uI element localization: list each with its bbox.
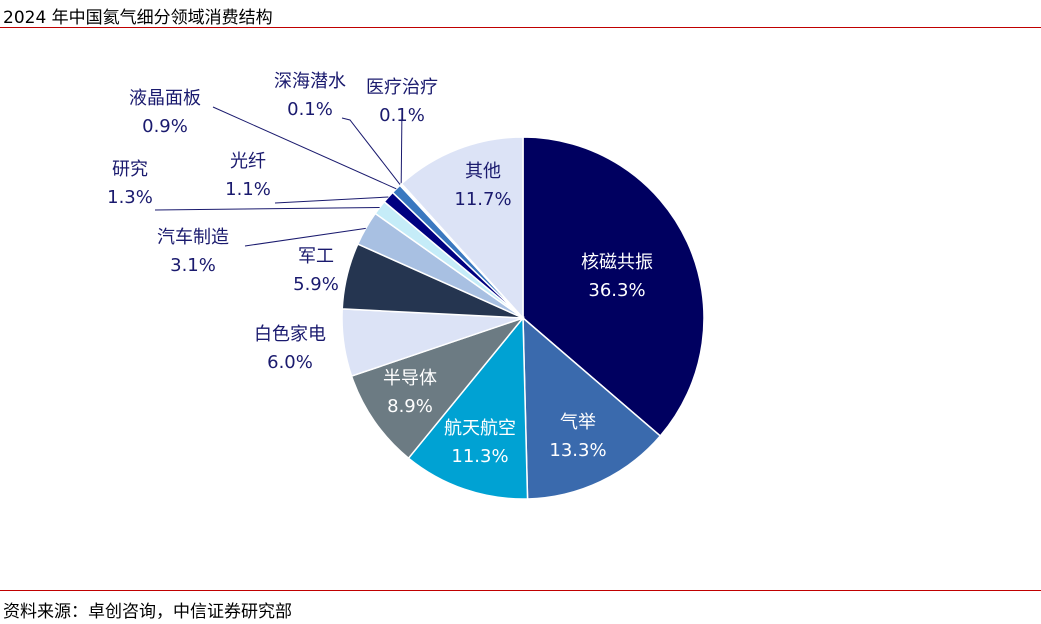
slice-value-label: 13.3%: [549, 440, 606, 461]
slice-name-label: 液晶面板: [129, 88, 201, 109]
pie-slice: [522, 316, 662, 500]
slice-name-label: 研究: [112, 159, 148, 180]
leader-line: [244, 227, 366, 247]
pie-slice: [407, 315, 529, 500]
slice-value-label: 8.9%: [387, 396, 433, 417]
leader-line: [274, 196, 389, 204]
slice-value-label: 11.3%: [451, 446, 508, 467]
leader-line: [212, 106, 397, 190]
pie-slice: [522, 136, 705, 438]
slice-name-label: 航天航空: [444, 418, 516, 439]
slice-value-label: 0.1%: [287, 99, 333, 120]
slice-value-label: 0.9%: [142, 116, 188, 137]
chart-title: 2024 年中国氦气细分领域消费结构: [3, 8, 273, 28]
slice-value-label: 0.1%: [379, 105, 425, 126]
slice-name-label: 气举: [560, 412, 596, 433]
slice-name-label: 其他: [465, 161, 501, 182]
slice-value-label: 6.0%: [267, 352, 313, 373]
slice-name-label: 医疗治疗: [366, 77, 438, 98]
slice-value-label: 5.9%: [293, 274, 339, 295]
slice-name-label: 汽车制造: [157, 227, 229, 248]
pie-slice: [350, 316, 526, 460]
slice-value-label: 1.3%: [107, 187, 153, 208]
footer-divider: [0, 590, 1041, 591]
slice-name-label: 军工: [298, 246, 334, 267]
leader-line: [400, 107, 403, 185]
slice-name-label: 白色家电: [254, 324, 326, 345]
slice-name-label: 深海潜水: [274, 71, 346, 92]
slice-value-label: 3.1%: [170, 255, 216, 276]
title-divider: [0, 27, 1041, 28]
leader-line: [154, 207, 380, 211]
slice-value-label: 11.7%: [454, 189, 511, 210]
leader-line: [341, 117, 401, 186]
slice-name-label: 核磁共振: [581, 252, 653, 273]
slice-value-label: 36.3%: [588, 280, 645, 301]
slice-name-label: 半导体: [383, 368, 437, 389]
source-note: 资料来源：卓创咨询，中信证券研究部: [3, 602, 292, 622]
slice-name-label: 光纤: [230, 151, 266, 172]
slice-value-label: 1.1%: [225, 179, 271, 200]
pie-slice: [400, 136, 524, 320]
